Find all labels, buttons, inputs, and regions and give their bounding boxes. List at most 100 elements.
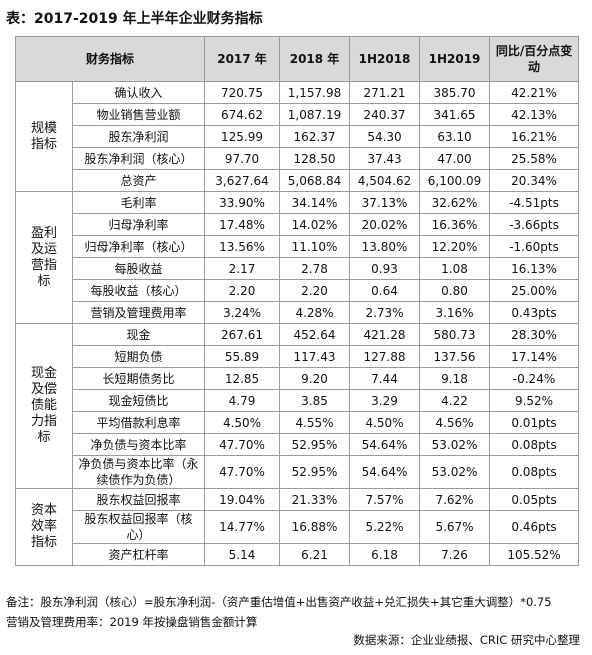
cell: 580.73 <box>419 323 491 346</box>
cell: 54.64% <box>349 455 421 489</box>
cell: 271.21 <box>349 81 421 104</box>
cell: 0.05pts <box>489 488 580 511</box>
group-label: 盈利及运营指标 <box>15 191 73 324</box>
cell: 7.57% <box>349 488 421 511</box>
cell: 47.00 <box>419 147 491 170</box>
cell: 0.43pts <box>489 301 580 324</box>
row-label: 股东权益回报率 <box>71 488 206 511</box>
cell: 5.67% <box>419 510 491 544</box>
table-row: 股东权益回报率（核心） 14.77% 16.88% 5.22% 5.67% 0.46pts <box>16 510 580 544</box>
cell: -3.66pts <box>489 213 580 236</box>
row-label: 平均借款利息率 <box>71 411 206 434</box>
cell: 720.75 <box>204 81 281 104</box>
cell: 6,100.09 <box>419 169 491 192</box>
table-row: 归母净利率 17.48% 14.02% 20.02% 16.36% -3.66pts <box>16 213 580 236</box>
cell: 11.10% <box>279 235 351 258</box>
row-label: 短期负债 <box>71 345 206 368</box>
cell: 37.43 <box>349 147 421 170</box>
cell: 385.70 <box>419 81 491 104</box>
header-row: 财务指标 2017 年 2018 年 1H2018 1H2019 同比/百分点变动 <box>14 36 580 82</box>
table-body: 规模指标 确认收入 720.75 1,157.98 271.21 385.70 42.21%… <box>15 81 580 566</box>
cell: 47.70% <box>204 455 281 489</box>
row-label: 股东净利润（核心） <box>71 147 206 170</box>
cell: 52.95% <box>279 455 351 489</box>
cell: 16.88% <box>279 510 351 544</box>
cell: 0.64 <box>349 279 421 302</box>
cell: 20.34% <box>489 169 580 192</box>
cell: 53.02% <box>419 455 491 489</box>
table-row: 归母净利率（核心） 13.56% 11.10% 13.80% 12.20% -1.60pt… <box>16 235 580 258</box>
row-label: 每股收益（核心） <box>71 279 206 302</box>
cell: 674.62 <box>204 103 281 126</box>
row-label: 物业销售营业额 <box>71 103 206 126</box>
cell: 0.46pts <box>489 510 580 544</box>
cell: 25.00% <box>489 279 580 302</box>
cell: 2.20 <box>204 279 281 302</box>
cell: 63.10 <box>419 125 491 148</box>
cell: 13.56% <box>204 235 281 258</box>
row-label: 现金短债比 <box>71 389 206 412</box>
cell: 0.93 <box>349 257 421 280</box>
cell: 97.70 <box>204 147 281 170</box>
cell: 125.99 <box>204 125 281 148</box>
table-row: 净负债与资本比率（永续债作为负债） 47.70% 52.95% 54.64% 53.02… <box>16 455 580 489</box>
cell: 3.24% <box>204 301 281 324</box>
cell: 12.20% <box>419 235 491 258</box>
cell: 4.28% <box>279 301 351 324</box>
table-row: 股东净利润 125.99 162.37 54.30 63.10 16.21% <box>16 125 580 148</box>
cell: 1,087.19 <box>279 103 351 126</box>
cell: 54.64% <box>349 433 421 456</box>
table-row: 股东净利润（核心） 97.70 128.50 37.43 47.00 25.58% <box>16 147 580 170</box>
cell: -0.24% <box>489 367 580 390</box>
notes: 备注：股东净利润（核心）=股东净利润-（资产重估增值+出售资产收益+兑汇损失+其… <box>6 592 552 632</box>
cell: 25.58% <box>489 147 580 170</box>
cell: 17.48% <box>204 213 281 236</box>
cell: 14.77% <box>204 510 281 544</box>
cell: 4.79 <box>204 389 281 412</box>
cell: 0.08pts <box>489 433 580 456</box>
cell: 28.30% <box>489 323 580 346</box>
cell: 52.95% <box>279 433 351 456</box>
title: 表：2017-2019 年上半年企业财务指标 <box>6 11 263 27</box>
cell: 0.80 <box>419 279 491 302</box>
table-row: 长短期债务比 12.85 9.20 7.44 9.18 -0.24% <box>16 367 580 390</box>
header-cell: 1H2019 <box>419 36 491 82</box>
cell: 6.21 <box>279 543 351 566</box>
row-label: 资产杠杆率 <box>71 543 206 566</box>
cell: 0.08pts <box>489 455 580 489</box>
table-row: 营销及管理费用率 3.24% 4.28% 2.73% 3.16% 0.43pts <box>16 301 580 324</box>
cell: 7.26 <box>419 543 491 566</box>
cell: 2.78 <box>279 257 351 280</box>
group-label: 现金及偿债能力指标 <box>15 323 73 489</box>
group-label: 资本效率指标 <box>15 488 73 566</box>
cell: 3.29 <box>349 389 421 412</box>
cell: -1.60pts <box>489 235 580 258</box>
cell: 5,068.84 <box>279 169 351 192</box>
row-label: 毛利率 <box>71 191 206 214</box>
source: 数据来源：企业业绩报、CRIC 研究中心整理 <box>353 633 580 647</box>
header-cell: 财务指标 <box>14 36 206 82</box>
cell: 4.50% <box>349 411 421 434</box>
cell: 55.89 <box>204 345 281 368</box>
cell: 42.13% <box>489 103 580 126</box>
cell: 3.85 <box>279 389 351 412</box>
cell: 128.50 <box>279 147 351 170</box>
table-row: 现金短债比 4.79 3.85 3.29 4.22 9.52% <box>16 389 580 412</box>
cell: 32.62% <box>419 191 491 214</box>
header-cell: 2017 年 <box>204 36 281 82</box>
cell: 33.90% <box>204 191 281 214</box>
cell: 117.43 <box>279 345 351 368</box>
cell: 53.02% <box>419 433 491 456</box>
note: 备注：股东净利润（核心）=股东净利润-（资产重估增值+出售资产收益+兑汇损失+其… <box>6 595 552 609</box>
cell: 19.04% <box>204 488 281 511</box>
table-row: 每股收益（核心） 2.20 2.20 0.64 0.80 25.00% <box>16 279 580 302</box>
cell: 105.52% <box>489 543 580 566</box>
table-row: 物业销售营业额 674.62 1,087.19 240.37 341.65 42.13% <box>16 103 580 126</box>
cell: 4.56% <box>419 411 491 434</box>
cell: 12.85 <box>204 367 281 390</box>
table-row: 规模指标 确认收入 720.75 1,157.98 271.21 385.70 42.21% <box>15 81 580 192</box>
cell: 2.73% <box>349 301 421 324</box>
cell: 267.61 <box>204 323 281 346</box>
row-label: 归母净利率（核心） <box>71 235 206 258</box>
